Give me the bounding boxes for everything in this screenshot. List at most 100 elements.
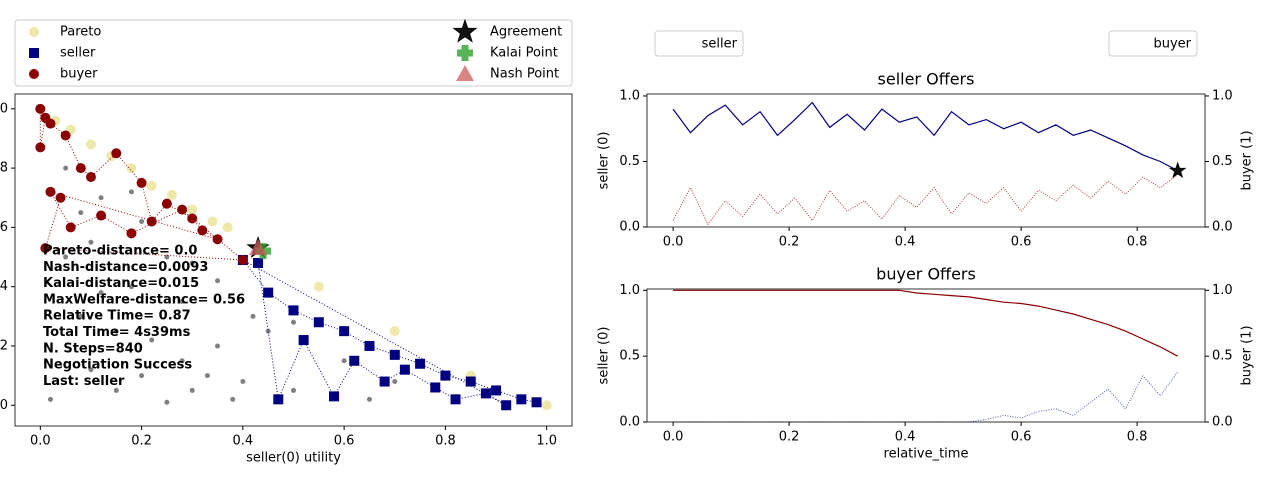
point xyxy=(531,397,542,408)
point xyxy=(291,387,296,393)
annotation: N. Steps=840 xyxy=(43,341,143,356)
x-tick-label: 0.8 xyxy=(435,434,456,449)
point xyxy=(146,216,157,227)
point xyxy=(139,218,145,224)
point xyxy=(149,337,155,343)
y-axis-label: seller (0) xyxy=(597,132,612,190)
point xyxy=(78,210,84,216)
point xyxy=(65,222,76,233)
point xyxy=(35,142,46,153)
y2-tick-label: 0.0 xyxy=(1212,415,1233,430)
point xyxy=(516,394,527,405)
annotation: Nash-distance=0.0093 xyxy=(43,260,208,275)
legend-label: seller xyxy=(60,46,96,61)
legend-label: Agreement xyxy=(490,25,562,40)
legend-label: Kalai Point xyxy=(490,46,558,61)
point xyxy=(541,400,552,411)
legend-label: Nash Point xyxy=(490,67,559,82)
point xyxy=(273,394,284,405)
x-tick-label: 0.4 xyxy=(895,430,916,445)
legend-marker xyxy=(456,65,474,81)
legend-marker xyxy=(29,69,39,79)
legend-label: Pareto xyxy=(60,25,101,40)
point xyxy=(96,210,107,221)
legend-marker xyxy=(452,18,478,43)
point xyxy=(415,358,426,369)
point xyxy=(480,388,491,399)
x-tick-label: 0.0 xyxy=(30,434,51,449)
point xyxy=(189,387,195,393)
point xyxy=(240,379,246,385)
series-line xyxy=(672,174,1178,226)
point xyxy=(164,399,170,405)
point xyxy=(136,177,147,188)
point xyxy=(126,163,137,174)
point xyxy=(212,234,223,245)
annotation: Total Time= 4s39ms xyxy=(43,325,191,340)
point xyxy=(98,195,104,201)
point xyxy=(389,349,400,360)
point xyxy=(111,148,122,159)
point xyxy=(253,257,264,268)
y2-tick-label: 0.5 xyxy=(1212,349,1233,364)
point xyxy=(60,130,71,141)
point xyxy=(187,204,198,215)
annotation: Kalai-distance=0.015 xyxy=(43,276,199,291)
point xyxy=(47,396,53,402)
point xyxy=(45,118,56,129)
point xyxy=(1168,161,1187,179)
y-tick-label: 0.6 xyxy=(0,220,8,235)
y2-tick-label: 0.0 xyxy=(1212,220,1233,235)
point xyxy=(399,364,410,375)
y-tick-label: 0.5 xyxy=(619,349,640,364)
plot-area xyxy=(647,289,1205,422)
y-tick-label: 1.0 xyxy=(619,88,640,103)
point xyxy=(491,385,502,396)
point xyxy=(222,222,233,233)
point xyxy=(430,382,441,393)
point xyxy=(204,373,210,379)
y-tick-label: 0.0 xyxy=(0,398,8,413)
point xyxy=(341,358,347,364)
legend-label: seller xyxy=(702,37,738,52)
point xyxy=(349,355,360,366)
point xyxy=(237,255,248,265)
point xyxy=(146,180,157,191)
legend-marker xyxy=(29,48,39,58)
point xyxy=(263,287,274,298)
point xyxy=(98,290,104,296)
x-tick-label: 0.6 xyxy=(334,434,355,449)
point xyxy=(364,340,375,351)
point xyxy=(288,305,299,316)
point xyxy=(465,376,476,387)
y-tick-label: 0.0 xyxy=(619,220,640,235)
point xyxy=(75,163,86,174)
point xyxy=(187,213,198,224)
point xyxy=(161,198,172,209)
point xyxy=(113,387,119,393)
y2-axis-label: buyer (1) xyxy=(1240,325,1255,385)
point xyxy=(197,225,208,236)
point xyxy=(230,396,236,402)
point xyxy=(215,343,221,349)
chart-title: seller Offers xyxy=(878,70,975,89)
axes-frame xyxy=(646,288,1206,423)
chart-title: buyer Offers xyxy=(876,265,976,284)
x-tick-label: 0.0 xyxy=(663,430,684,445)
point xyxy=(63,165,69,171)
annotation: Last: seller xyxy=(43,374,125,389)
annotation: MaxWelfare-distance= 0.56 xyxy=(43,292,245,307)
point xyxy=(450,394,461,405)
point xyxy=(329,391,340,402)
plot-area xyxy=(15,94,572,426)
point xyxy=(313,317,324,328)
x-tick-label: 0.8 xyxy=(1127,235,1148,250)
y-tick-label: 1.0 xyxy=(619,283,640,298)
point xyxy=(88,239,94,245)
point xyxy=(55,192,66,203)
x-tick-label: 0.6 xyxy=(1011,430,1032,445)
point xyxy=(249,239,268,256)
axes-frame xyxy=(14,93,573,427)
point xyxy=(207,216,218,227)
